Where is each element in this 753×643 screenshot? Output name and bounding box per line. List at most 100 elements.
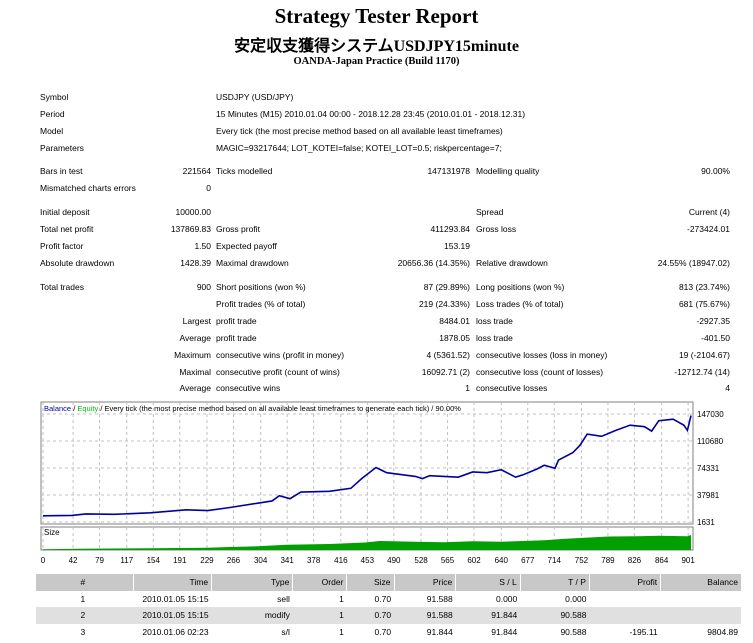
stats-row: Total trades 900 Short positions (won %) 87… — [0, 281, 753, 297]
table-row: 3 2010.01.06 02:23 s/l 1 0.70 91.844 91.844 90.… — [36, 624, 742, 641]
stats-c2: 900 — [196, 282, 211, 292]
stats-c3: consecutive wins (profit in money) — [216, 350, 345, 360]
stats-row: Period 15 Minutes (M15) 2010.01.04 00:00 … — [0, 108, 753, 124]
balance-chart: 147030 110680 74331 37981 1631 0 42 79 117 154 191… — [40, 401, 724, 565]
stats-c3: Ticks modelled — [216, 166, 273, 176]
stats-row: Maximum consecutive wins (profit in money… — [0, 349, 753, 365]
stats-c2: Maximal — [179, 367, 211, 377]
y-tick-label: 110680 — [697, 437, 724, 446]
stats-c4: 411293.84 — [430, 224, 470, 234]
x-tick-label: 0 — [41, 556, 46, 565]
stats-c6: 19 (-2104.67) — [678, 350, 730, 360]
stats-c4: 153.19 — [444, 241, 470, 251]
cell-6: 91.844 — [455, 607, 521, 624]
size-label: Size — [44, 528, 60, 537]
cell-9: 9804.89 — [707, 626, 738, 637]
stats-wide: 15 Minutes (M15) 2010.01.04 00:00 - 2018… — [216, 109, 526, 119]
stats-c5: consecutive losses (loss in money) — [476, 350, 608, 360]
cell-0: 1 — [80, 593, 86, 604]
x-tick-label: 752 — [575, 556, 589, 565]
cell-3: 1 — [339, 593, 344, 604]
cell-7: 90.588 — [560, 626, 587, 637]
cell-9 — [661, 591, 741, 608]
x-tick-label: 677 — [521, 556, 535, 565]
legend-rest: / Every tick (the most precise method ba… — [98, 404, 461, 413]
cell-9 — [660, 607, 741, 624]
legend-balance: Balance — [44, 404, 71, 413]
column-header: Size — [346, 574, 395, 591]
stats-c4: 1878.05 — [439, 333, 470, 343]
cell-3: 1 — [339, 626, 344, 637]
y-tick-label: 147030 — [697, 410, 724, 419]
cell-0: 3 — [80, 626, 86, 637]
stats-row: Absolute drawdown 1428.39 Maximal drawdown… — [0, 257, 753, 273]
x-tick-label: 154 — [147, 556, 161, 565]
stats-c6: 681 (75.67%) — [678, 299, 730, 309]
chart-legend: Balance / Equity / Every tick (the most … — [44, 404, 461, 413]
x-tick-label: 528 — [414, 556, 428, 565]
legend-equity: Equity — [77, 404, 98, 413]
column-header: Order — [292, 574, 347, 591]
x-tick-label: 229 — [200, 556, 214, 565]
cell-7: 90.588 — [520, 607, 590, 624]
stats-c2: Average — [179, 383, 211, 393]
stats-c2: Average — [179, 333, 211, 343]
cell-0: 2 — [35, 607, 134, 624]
cell-5: 91.588 — [394, 607, 456, 624]
stats-c4: 87 (29.89%) — [423, 282, 470, 292]
stats-row: Maximal consecutive profit (count of wins… — [0, 366, 753, 382]
table-row: 2 2010.01.05 15:15 modify 1 0.70 91.588 91.844… — [35, 607, 741, 624]
stats-wide: USDJPY (USD/JPY) — [216, 92, 294, 102]
stats-c4: 1 — [465, 383, 470, 393]
x-tick-label: 602 — [467, 556, 481, 565]
stats-c6: -401.50 — [701, 333, 730, 343]
cell-6: 0.000 — [495, 593, 518, 604]
stats-c3: profit trade — [216, 316, 257, 326]
stats-c1: Initial deposit — [40, 207, 90, 217]
x-tick-label: 901 — [681, 556, 695, 565]
cell-8 — [589, 591, 660, 608]
y-tick-label: 1631 — [697, 518, 715, 527]
stats-c2: 137869.83 — [170, 224, 211, 234]
x-tick-label: 266 — [227, 556, 241, 565]
report-title: Strategy Tester Report — [274, 4, 479, 28]
x-tick-label: 341 — [280, 556, 294, 565]
stats-c6: 813 (23.74%) — [678, 282, 730, 292]
x-tick-label: 864 — [655, 556, 669, 565]
x-tick-label: 378 — [307, 556, 321, 565]
stats-c5: Spread — [476, 207, 504, 217]
stats-c3: consecutive wins — [216, 383, 281, 393]
stats-row: Initial deposit 10000.00 Spread Current (4) — [0, 206, 753, 222]
cell-2: s/l — [281, 626, 290, 637]
stats-c1: Parameters — [40, 143, 84, 153]
stats-wide: Every tick (the most precise method base… — [216, 126, 503, 136]
stats-c6: 4 — [725, 383, 730, 393]
cell-3: 1 — [292, 607, 347, 624]
x-tick-label: 453 — [361, 556, 375, 565]
stats-row: Parameters MAGIC=93217644; LOT_KOTEI=fals… — [0, 142, 753, 158]
stats-c6: -273424.01 — [686, 224, 730, 234]
stats-c1: Mismatched charts errors — [40, 183, 136, 193]
stats-row: Profit trades (% of total) 219 (24.33%) Lo… — [0, 298, 753, 314]
cell-4: 0.70 — [346, 607, 395, 624]
stats-c1: Total trades — [40, 282, 84, 292]
stats-c2: 221564 — [182, 166, 211, 176]
cell-4: 0.70 — [374, 593, 392, 604]
x-tick-label: 640 — [495, 556, 509, 565]
stats-c3: Maximal drawdown — [216, 258, 289, 268]
stats-c5: Loss trades (% of total) — [476, 299, 564, 309]
cell-1: 2010.01.06 02:23 — [142, 626, 209, 637]
stats-row: Average profit trade 1878.05 loss trade -401… — [0, 332, 753, 348]
stats-c3: profit trade — [216, 333, 257, 343]
stats-row: Total net profit 137869.83 Gross profit 411… — [0, 223, 753, 239]
stats-c5: loss trade — [476, 316, 513, 326]
stats-row: Model Every tick (the most precise method… — [0, 125, 753, 141]
stats-c2: 1428.39 — [180, 258, 211, 268]
stats-c4: 4 (5361.52) — [426, 350, 470, 360]
stats-c6: Current (4) — [688, 207, 730, 217]
stats-c2: 1.50 — [194, 241, 211, 251]
column-header: # — [35, 574, 134, 591]
column-header: T / P — [519, 574, 590, 591]
balance-line — [42, 415, 692, 517]
